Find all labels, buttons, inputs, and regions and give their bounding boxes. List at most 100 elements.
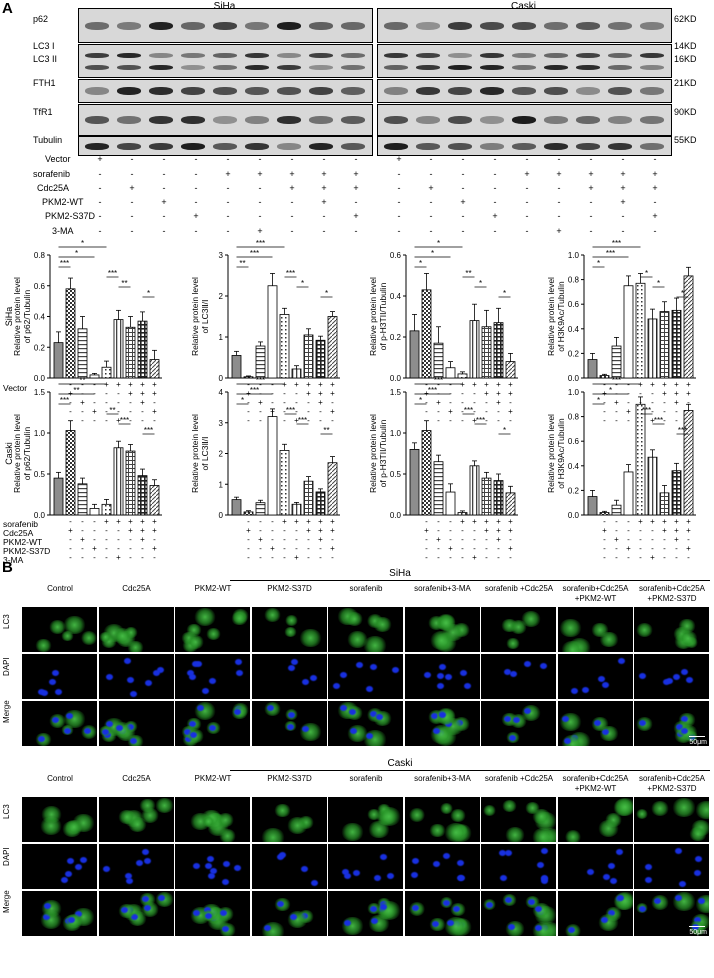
blot-band [416, 53, 440, 58]
if-image [557, 844, 633, 889]
blot-band [384, 21, 408, 30]
significance-stars: ** [465, 269, 471, 278]
nucleus [350, 728, 358, 735]
if-condition-label: sorafenib+3-MA [414, 774, 471, 783]
treatment-sign: - [141, 553, 144, 562]
lc3-cell [408, 808, 426, 822]
nucleus [186, 669, 194, 676]
treatment-sign: + [318, 517, 323, 526]
blot-band [480, 65, 504, 70]
bar [303, 480, 314, 516]
treatment-sign: + [686, 380, 691, 389]
nucleus [136, 860, 144, 867]
treatment-sign: - [69, 407, 72, 416]
blot-band [245, 65, 269, 70]
treatment-label: PKM2-WT [42, 197, 84, 207]
if-condition-label: Cdc25A [122, 584, 151, 593]
significance-stars: *** [612, 240, 621, 248]
treatment-label: sorafenib [3, 519, 38, 529]
lc3-cell [524, 802, 540, 815]
treatment-sign: - [194, 154, 198, 164]
nucleus [105, 674, 113, 681]
lc3-cell [65, 820, 83, 835]
treatment-sign: - [247, 407, 250, 416]
treatment-sign: - [663, 398, 666, 407]
treatment-sign: - [93, 535, 96, 544]
blot-band [117, 65, 141, 70]
significance-stars: *** [250, 249, 259, 258]
blot-band [245, 87, 269, 95]
bar [149, 485, 160, 516]
bar [125, 326, 136, 379]
nucleus [509, 670, 517, 677]
nucleus [209, 725, 217, 732]
nucleus [233, 865, 241, 872]
nucleus [527, 899, 535, 906]
treatment-sign: - [129, 553, 132, 562]
treatment-sign: - [259, 526, 262, 535]
significance-stars: *** [286, 406, 295, 415]
nucleus [142, 848, 150, 855]
treatment-sign: - [307, 553, 310, 562]
lc3-cell [377, 900, 401, 920]
blot-band [213, 53, 237, 58]
treatment-sign: - [525, 197, 529, 207]
treatment-sign: - [437, 544, 440, 553]
bar [433, 342, 444, 379]
y-axis-label: Relative protein level [190, 414, 200, 493]
blot-band [341, 142, 365, 150]
bar [243, 376, 254, 379]
treatment-sign: - [653, 154, 657, 164]
blot-band [416, 142, 440, 150]
lc3-cell [482, 805, 496, 816]
nucleus [681, 669, 689, 676]
significance-stars: * [657, 279, 660, 288]
treatment-sign: + [152, 526, 157, 535]
treatment-sign: - [397, 226, 401, 236]
bar [291, 368, 302, 379]
treatment-sign: - [105, 526, 108, 535]
nucleus [195, 660, 203, 667]
treatment-sign: - [675, 407, 678, 416]
treatment-sign: - [307, 407, 310, 416]
if-image [404, 607, 480, 652]
treatment-sign: - [493, 169, 497, 179]
treatment-sign: - [81, 553, 84, 562]
nucleus [369, 906, 377, 913]
if-channel-label: DAPI [2, 657, 11, 676]
lc3-cell [366, 809, 381, 821]
nucleus [152, 669, 160, 676]
treatment-sign: - [429, 169, 433, 179]
blot-band [309, 65, 333, 70]
nucleus [562, 716, 569, 723]
significance-stars: * [597, 396, 600, 405]
treatment-sign: + [652, 183, 658, 193]
nucleus [540, 875, 548, 882]
treatment-sign: + [318, 389, 323, 398]
blot-band [117, 53, 141, 58]
blot-band [245, 142, 269, 150]
if-image [481, 891, 556, 936]
treatment-sign: + [496, 398, 501, 407]
significance-stars: *** [60, 396, 69, 405]
treatment-sign: - [687, 398, 690, 407]
blot-kd-label: 62KD [674, 14, 697, 24]
significance-stars: *** [606, 249, 615, 258]
nucleus [411, 905, 419, 912]
treatment-sign: - [675, 553, 678, 562]
treatment-sign: - [615, 544, 618, 553]
treatment-sign: + [321, 169, 327, 179]
blot-band [512, 87, 536, 95]
treatment-sign: - [295, 535, 298, 544]
blot-band [608, 21, 632, 30]
treatment-label: Vector [45, 154, 71, 164]
significance-stars: *** [256, 376, 265, 385]
treatment-sign: - [283, 526, 286, 535]
lc3-cell [439, 803, 454, 814]
treatment-sign: - [98, 211, 102, 221]
if-image [328, 891, 403, 936]
treatment-sign: + [152, 380, 157, 389]
y-tick-label: 1.0 [568, 388, 580, 397]
significance-stars: * [325, 289, 328, 298]
treatment-sign: - [425, 535, 428, 544]
